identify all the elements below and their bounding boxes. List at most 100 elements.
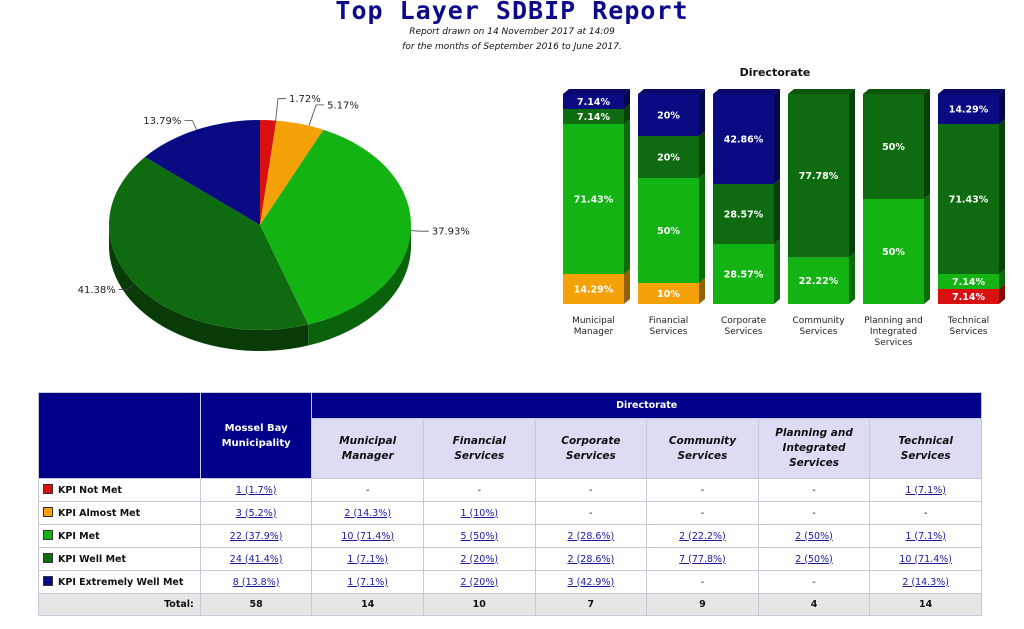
bar-value-label: 22.22%: [799, 276, 839, 287]
bar-segment-met: [863, 199, 924, 304]
table-cell[interactable]: 2 (22.2%): [646, 524, 759, 548]
pie-leader-met: [410, 230, 429, 232]
bar-segment-extremely_well_met: [638, 94, 699, 136]
table-cell[interactable]: 8 (13.8%): [199, 570, 313, 594]
table-corner: [38, 392, 201, 479]
bar-segment-side-well_met: [624, 103, 630, 124]
directorate-column-header: Municipal Manager: [311, 418, 424, 479]
table-cell[interactable]: 2 (14.3%): [869, 570, 982, 594]
bar-value-label: 10%: [657, 289, 680, 300]
report-header: Top Layer SDBIP Report Report drawn on 1…: [0, 0, 1024, 55]
table-cell[interactable]: 3 (42.9%): [534, 570, 648, 594]
kpi-count-link[interactable]: 24 (41.4%): [229, 553, 283, 565]
municipality-header: Mossel Bay Municipality: [199, 392, 313, 479]
table-cell[interactable]: 10 (71.4%): [869, 547, 982, 571]
bar-category-label: Planning and: [864, 316, 923, 326]
kpi-count-link[interactable]: 10 (71.4%): [899, 553, 952, 565]
report-drawn-date: Report drawn on 14 November 2017 at 14:0…: [409, 27, 615, 37]
table-cell[interactable]: 2 (14.3%): [311, 501, 424, 525]
table-cell[interactable]: 24 (41.4%): [199, 547, 313, 571]
pie-label-met: 37.93%: [432, 227, 470, 238]
kpi-count-link[interactable]: 1 (7.1%): [905, 484, 946, 496]
kpi-count-link[interactable]: 1 (7.1%): [347, 576, 389, 588]
report-period: for the months of September 2016 to June…: [402, 42, 622, 52]
table-cell[interactable]: 2 (50%): [757, 547, 871, 571]
pie-slice-met: [260, 129, 411, 325]
kpi-count-link[interactable]: 2 (28.6%): [567, 530, 615, 542]
table-cell[interactable]: 3 (5.2%): [199, 501, 313, 525]
bar-segment-side-extremely_well_met: [624, 89, 630, 109]
table-cell[interactable]: 2 (50%): [757, 524, 871, 548]
total-value: 14: [869, 593, 982, 616]
kpi-count-link[interactable]: 2 (28.6%): [567, 553, 615, 565]
directorate-header: Directorate: [311, 392, 982, 419]
pie-slice-side-well_met: [109, 225, 309, 351]
table-cell[interactable]: 22 (37.9%): [199, 524, 313, 548]
table-cell[interactable]: 1 (1.7%): [199, 478, 313, 502]
table-cell[interactable]: 2 (20%): [423, 570, 536, 594]
kpi-count-link[interactable]: 5 (50%): [460, 530, 499, 542]
table-cell: -: [646, 501, 759, 525]
kpi-count-link[interactable]: 2 (20%): [460, 576, 499, 588]
table-cell: -: [757, 570, 871, 594]
bar-segment-side-well_met: [924, 89, 930, 199]
total-value: 10: [423, 593, 536, 616]
table-cell: -: [646, 570, 759, 594]
kpi-count-link[interactable]: 2 (50%): [795, 553, 833, 565]
directorate-column-header: Community Services: [646, 418, 759, 479]
kpi-count-link[interactable]: 8 (13.8%): [232, 576, 280, 588]
bar-category-label: Community: [792, 316, 845, 326]
bar-value-label: 50%: [882, 247, 905, 258]
directorate-column-header: Financial Services: [423, 418, 536, 479]
table-cell[interactable]: 5 (50%): [423, 524, 536, 548]
bar-segment-almost_met: [563, 273, 624, 304]
table-cell: -: [646, 478, 759, 502]
bar-top-cap: [563, 89, 630, 94]
total-value: 7: [534, 593, 648, 616]
bar-segment-well_met: [563, 108, 624, 124]
bar-category-label: Manager: [574, 327, 614, 337]
table-cell[interactable]: 1 (7.1%): [869, 478, 982, 502]
table-cell[interactable]: 7 (77.8%): [646, 547, 759, 571]
kpi-count-link[interactable]: 3 (5.2%): [235, 507, 277, 519]
row-label-extremely_well_met: KPI Extremely Well Met: [38, 570, 201, 594]
kpi-count-link[interactable]: 2 (22.2%): [679, 530, 726, 542]
table-cell[interactable]: 1 (10%): [423, 501, 536, 525]
bar-segment-side-almost_met: [624, 268, 630, 304]
bar-segment-met: [638, 178, 699, 283]
kpi-count-link[interactable]: 1 (7.1%): [905, 530, 946, 542]
table-cell[interactable]: 2 (28.6%): [534, 524, 648, 548]
kpi-summary-table: Mossel Bay Municipality Directorate Municip…: [38, 392, 982, 616]
table-cell[interactable]: 2 (20%): [423, 547, 536, 571]
pie-leader-almost_met: [308, 104, 325, 126]
bar-segment-side-met: [924, 194, 930, 304]
kpi-count-link[interactable]: 2 (14.3%): [902, 576, 949, 588]
kpi-count-link[interactable]: 10 (71.4%): [341, 530, 395, 542]
bar-category-label: Services: [800, 327, 838, 337]
kpi-count-link[interactable]: 2 (14.3%): [344, 507, 392, 519]
kpi-count-link[interactable]: 2 (50%): [795, 530, 833, 542]
table-cell[interactable]: 1 (7.1%): [311, 570, 424, 594]
table-cell[interactable]: 1 (7.1%): [311, 547, 424, 571]
kpi-count-link[interactable]: 1 (7.1%): [347, 553, 389, 565]
pie-slice-extremely_well_met: [144, 120, 260, 225]
pie-leader-well_met: [118, 283, 136, 290]
kpi-count-link[interactable]: 1 (10%): [460, 507, 499, 519]
kpi-count-link[interactable]: 2 (20%): [460, 553, 499, 565]
bar-segment-side-well_met: [999, 119, 1005, 275]
table-cell[interactable]: 10 (71.4%): [311, 524, 424, 548]
kpi-count-link[interactable]: 7 (77.8%): [679, 553, 726, 565]
row-label-met: KPI Met: [38, 524, 201, 548]
table-cell: -: [757, 478, 871, 502]
kpi-count-link[interactable]: 1 (1.7%): [235, 484, 277, 496]
kpi-count-link[interactable]: 22 (37.9%): [229, 530, 283, 542]
total-value: 14: [311, 593, 424, 616]
legend-swatch: [43, 576, 53, 586]
bar-segment-side-extremely_well_met: [774, 89, 780, 185]
bar-segment-almost_met: [638, 283, 699, 304]
table-cell[interactable]: 1 (7.1%): [869, 524, 982, 548]
table-cell[interactable]: 2 (28.6%): [534, 547, 648, 571]
kpi-count-link[interactable]: 3 (42.9%): [567, 576, 615, 588]
bar-top-cap: [713, 89, 780, 94]
